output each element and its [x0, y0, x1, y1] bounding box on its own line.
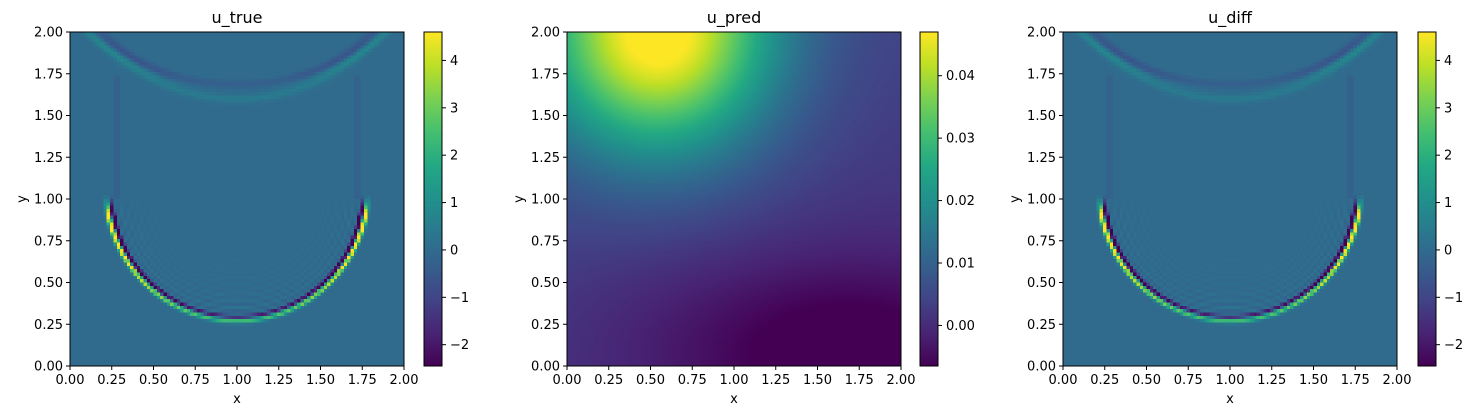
- x-tick-label: 2.00: [1383, 373, 1412, 388]
- x-tick-label: 2.00: [887, 373, 916, 388]
- heatmap-image: [1063, 32, 1397, 366]
- x-tick-label: 0.25: [594, 373, 623, 388]
- colorbar-tick-label: 0: [450, 243, 458, 258]
- x-tick-label: 1.00: [223, 373, 252, 388]
- colorbar-tick-label: 2: [450, 149, 458, 164]
- y-tick-label: 1.50: [1027, 109, 1056, 124]
- y-tick-label: 0.75: [34, 234, 63, 249]
- heatmap-image: [70, 32, 404, 366]
- panel-u_true: u_true 0.00 0.25 0.50 0.75 1.00 1.25 1.50 1.75 2.…: [15, 8, 469, 407]
- x-tick-label: 1.25: [761, 373, 790, 388]
- x-tick-label: 1.25: [1257, 373, 1286, 388]
- colorbar-tick-label: 0.02: [946, 194, 975, 209]
- x-tick-label: 1.00: [1216, 373, 1245, 388]
- x-tick-label: 0.00: [1049, 373, 1078, 388]
- y-tick-label: 0.50: [1027, 276, 1056, 291]
- x-tick-label: 1.25: [264, 373, 293, 388]
- chart-title: u_true: [212, 8, 263, 28]
- y-tick-label: 0.75: [531, 234, 560, 249]
- heatmap-image: [567, 32, 901, 366]
- x-tick-label: 0.50: [636, 373, 665, 388]
- colorbar-tick-label: −1: [450, 291, 469, 306]
- colorbar-tick-label: −1: [1444, 291, 1463, 306]
- y-tick-label: 0.25: [531, 318, 560, 333]
- x-tick-label: 2.00: [390, 373, 419, 388]
- y-tick-label: 0.00: [531, 360, 560, 375]
- colorbar: [919, 31, 939, 367]
- y-tick-label: 1.50: [34, 109, 63, 124]
- y-axis-label: y: [512, 195, 527, 203]
- x-tick-label: 0.25: [97, 373, 126, 388]
- y-tick-label: 0.50: [34, 276, 63, 291]
- panel-u_diff: u_diff 0.00 0.25 0.50 0.75 1.00 1.25 1.50 1.75 2.…: [1008, 8, 1463, 407]
- x-tick-label: 0.50: [139, 373, 168, 388]
- y-tick-label: 1.75: [531, 67, 560, 82]
- chart-title: u_diff: [1208, 8, 1253, 28]
- colorbar-tick-label: 3: [450, 101, 458, 116]
- colorbar-tick-label: 3: [1444, 101, 1452, 116]
- colorbar-tick-label: 2: [1444, 149, 1452, 164]
- colorbar-tick-label: 4: [450, 54, 458, 69]
- y-tick-label: 0.00: [34, 360, 63, 375]
- x-tick-label: 0.75: [181, 373, 210, 388]
- x-tick-label: 1.00: [720, 373, 749, 388]
- x-tick-label: 0.75: [1174, 373, 1203, 388]
- y-tick-label: 1.75: [34, 67, 63, 82]
- x-tick-label: 0.00: [553, 373, 582, 388]
- x-tick-label: 0.75: [678, 373, 707, 388]
- y-tick-label: 0.00: [1027, 360, 1056, 375]
- colorbar-tick-label: 0: [1444, 243, 1452, 258]
- x-tick-label: 1.50: [803, 373, 832, 388]
- colorbar: [1417, 31, 1437, 367]
- x-tick-label: 0.25: [1090, 373, 1119, 388]
- y-tick-label: 0.25: [1027, 318, 1056, 333]
- x-tick-label: 1.75: [845, 373, 874, 388]
- chart-title: u_pred: [707, 8, 762, 28]
- y-tick-label: 1.25: [34, 151, 63, 166]
- y-axis-label: y: [15, 195, 30, 203]
- x-tick-label: 1.75: [348, 373, 377, 388]
- x-axis-label: x: [233, 392, 241, 407]
- x-tick-label: 0.50: [1132, 373, 1161, 388]
- colorbar-tick-label: 0.03: [946, 132, 975, 147]
- y-axis-label: y: [1008, 195, 1023, 203]
- y-tick-label: 1.50: [531, 109, 560, 124]
- x-axis-label: x: [1226, 392, 1234, 407]
- colorbar-tick-label: −2: [450, 338, 469, 353]
- y-tick-label: 1.25: [1027, 151, 1056, 166]
- y-tick-label: 1.00: [34, 193, 63, 208]
- colorbar-tick-label: 0.01: [946, 256, 975, 271]
- colorbar-tick-label: 0.04: [946, 69, 975, 84]
- x-tick-label: 0.00: [56, 373, 85, 388]
- x-axis-label: x: [730, 392, 738, 407]
- x-tick-label: 1.75: [1341, 373, 1370, 388]
- colorbar: [423, 31, 443, 367]
- y-tick-label: 2.00: [34, 26, 63, 41]
- panel-u_pred: u_pred 0.00 0.25 0.50 0.75 1.00 1.25 1.50 1.75 2.…: [512, 8, 975, 407]
- y-tick-label: 0.25: [34, 318, 63, 333]
- colorbar-tick-label: −2: [1444, 338, 1463, 353]
- y-tick-label: 0.75: [1027, 234, 1056, 249]
- x-tick-label: 1.50: [1299, 373, 1328, 388]
- y-tick-label: 1.00: [1027, 193, 1056, 208]
- y-tick-label: 2.00: [531, 26, 560, 41]
- x-tick-label: 1.50: [306, 373, 335, 388]
- colorbar-tick-label: 1: [1444, 196, 1452, 211]
- colorbar-tick-label: 0.00: [946, 319, 975, 334]
- y-tick-label: 1.25: [531, 151, 560, 166]
- y-tick-label: 0.50: [531, 276, 560, 291]
- y-tick-label: 1.75: [1027, 67, 1056, 82]
- y-tick-label: 2.00: [1027, 26, 1056, 41]
- y-tick-label: 1.00: [531, 193, 560, 208]
- colorbar-tick-label: 4: [1444, 54, 1452, 69]
- colorbar-tick-label: 1: [450, 196, 458, 211]
